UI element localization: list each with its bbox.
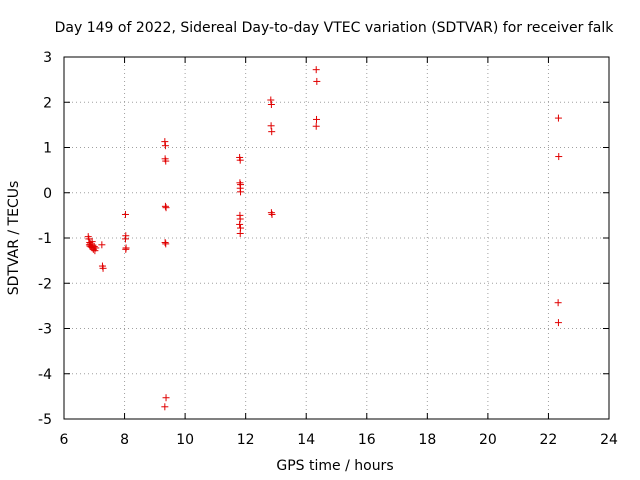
data-point xyxy=(554,114,562,122)
data-point xyxy=(313,115,321,123)
data-point xyxy=(312,122,320,130)
data-point xyxy=(88,238,96,246)
data-point xyxy=(554,319,562,327)
data-points xyxy=(84,66,563,411)
x-tick-label: 12 xyxy=(237,432,255,448)
data-point xyxy=(236,156,244,164)
data-point xyxy=(162,240,170,248)
data-point xyxy=(161,138,169,146)
data-point xyxy=(161,403,169,411)
data-point xyxy=(236,220,244,228)
data-point xyxy=(313,77,321,85)
data-point xyxy=(267,122,275,130)
data-point xyxy=(555,153,563,161)
data-point xyxy=(99,264,107,272)
data-point xyxy=(122,245,130,253)
y-tick-label: 2 xyxy=(43,95,52,111)
data-point xyxy=(162,394,170,402)
y-tick-label: -4 xyxy=(38,367,52,383)
data-point xyxy=(267,96,275,104)
y-tick-label: 0 xyxy=(43,186,52,202)
y-tick-label: -2 xyxy=(38,276,52,292)
x-tick-label: 16 xyxy=(358,432,376,448)
data-point xyxy=(236,215,244,223)
data-point xyxy=(268,210,276,218)
data-point xyxy=(98,241,106,249)
y-tick-label: 3 xyxy=(43,50,52,66)
data-point xyxy=(162,157,170,165)
data-point xyxy=(121,210,129,218)
data-point xyxy=(90,243,98,251)
grid xyxy=(64,57,609,419)
x-axis: 6 8 10 12 14 16 18 20 22 24 xyxy=(60,57,618,448)
data-point xyxy=(236,229,244,237)
x-axis-label: GPS time / hours xyxy=(276,458,393,474)
data-point xyxy=(312,66,320,74)
data-point xyxy=(161,202,169,210)
x-tick-label: 8 xyxy=(120,432,129,448)
x-tick-label: 10 xyxy=(176,432,194,448)
data-point xyxy=(161,142,169,150)
y-tick-label: -1 xyxy=(38,231,52,247)
x-tick-label: 6 xyxy=(60,432,69,448)
y-tick-label: -5 xyxy=(38,412,52,428)
y-axis: 3 2 1 0 -1 -2 -3 -4 -5 xyxy=(38,50,609,428)
chart-title: Day 149 of 2022, Sidereal Day-to-day VTE… xyxy=(55,20,615,36)
data-point xyxy=(268,128,276,136)
data-point xyxy=(121,235,129,243)
x-tick-label: 14 xyxy=(297,432,315,448)
y-axis-label: SDTVAR / TECUs xyxy=(6,181,22,296)
data-point xyxy=(161,239,169,247)
data-point xyxy=(92,244,100,252)
data-point xyxy=(162,204,170,212)
data-point xyxy=(267,101,275,109)
data-point xyxy=(267,209,275,217)
y-tick-label: 1 xyxy=(43,141,52,157)
x-tick-label: 18 xyxy=(418,432,436,448)
x-tick-label: 24 xyxy=(600,432,618,448)
x-tick-label: 20 xyxy=(479,432,497,448)
data-point xyxy=(554,299,562,307)
data-point xyxy=(237,188,245,196)
x-tick-label: 22 xyxy=(540,432,558,448)
y-tick-label: -3 xyxy=(38,322,52,338)
